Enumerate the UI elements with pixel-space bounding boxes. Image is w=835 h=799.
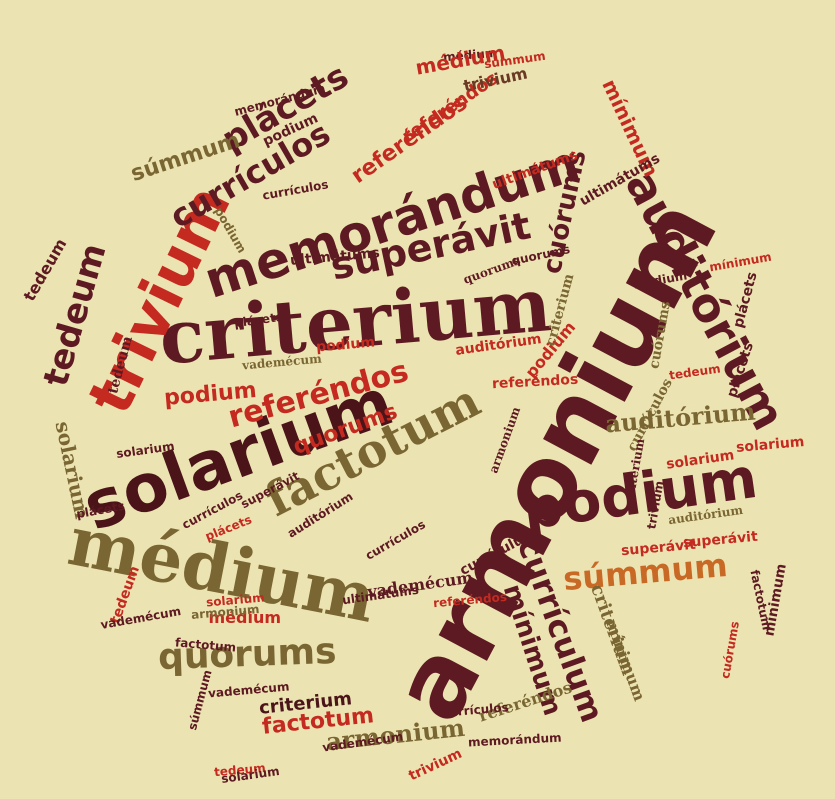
word-minimum: mínimum [601, 616, 650, 704]
word-trivium: trivium [405, 745, 465, 785]
word-cuorums: cuórums [718, 620, 742, 680]
word-solarium: solarium [735, 434, 806, 456]
word-memorandum: memorándum [467, 730, 562, 750]
word-tedeum: tedeum [668, 361, 722, 383]
word-medium: médium [208, 608, 282, 627]
word-curriculos: currículos [362, 517, 428, 563]
